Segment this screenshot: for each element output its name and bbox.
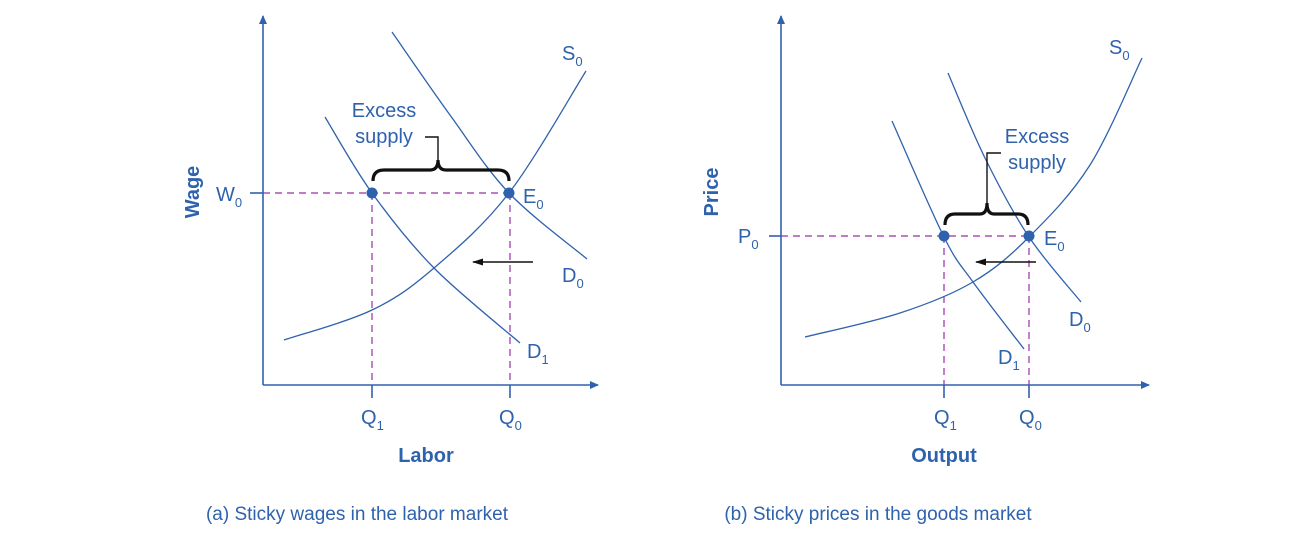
s0-label: S0 — [562, 43, 583, 69]
p0-sub: 0 — [751, 237, 758, 252]
d0-label: D0 — [562, 265, 584, 291]
d0-base: D — [562, 265, 576, 287]
q1-sub: 1 — [377, 418, 384, 433]
x-axis-title: Labor — [398, 445, 454, 467]
e0-sub: 0 — [536, 197, 543, 212]
e0-label: E0 — [1044, 228, 1065, 254]
s0-base: S — [1109, 37, 1122, 59]
q1-label: Q1 — [361, 407, 384, 433]
supply-curve-s0 — [283, 70, 587, 341]
q1-point — [938, 230, 950, 242]
q1-label: Q1 — [934, 407, 957, 433]
q1-sub: 1 — [950, 418, 957, 433]
q0-base: Q — [499, 407, 515, 429]
w0-label: W0 — [216, 184, 242, 210]
demand-curve-d0 — [391, 31, 588, 260]
d0-sub: 0 — [1083, 320, 1090, 335]
panel-b-caption: (b) Sticky prices in the goods market — [724, 504, 1032, 525]
demand-curve-d1 — [324, 116, 521, 344]
panel-a-caption: (a) Sticky wages in the labor market — [206, 504, 509, 525]
q0-base: Q — [1019, 407, 1035, 429]
e0-base: E — [523, 186, 536, 208]
d1-label: D1 — [527, 341, 549, 367]
supply-curve-s0 — [804, 57, 1143, 338]
e0-base: E — [1044, 228, 1057, 250]
p0-label: P0 — [738, 226, 759, 252]
y-axis-title: Price — [701, 168, 723, 217]
panel-a-labor-market: Excess supply W0 E0 S0 D0 D1 Q1 Q0 Labor… — [182, 15, 599, 525]
s0-base: S — [562, 43, 575, 65]
d1-sub: 1 — [1012, 358, 1019, 373]
e0-label: E0 — [523, 186, 544, 212]
excess-label-line1: Excess — [352, 100, 416, 122]
d1-base: D — [527, 341, 541, 363]
s0-label: S0 — [1109, 37, 1130, 63]
excess-label-line1: Excess — [1005, 126, 1069, 148]
q0-sub: 0 — [1035, 418, 1042, 433]
s0-sub: 0 — [575, 54, 582, 69]
demand-curve-d1 — [891, 120, 1025, 350]
e0-sub: 0 — [1057, 239, 1064, 254]
panel-b-goods-market: Excess supply P0 E0 S0 D0 D1 Q1 Q0 Outpu… — [701, 15, 1150, 525]
p0-base: P — [738, 226, 751, 248]
q1-base: Q — [934, 407, 950, 429]
d1-sub: 1 — [541, 352, 548, 367]
demand-curve-d0 — [947, 72, 1082, 303]
d0-label: D0 — [1069, 309, 1091, 335]
q0-sub: 0 — [515, 418, 522, 433]
w0-sub: 0 — [235, 195, 242, 210]
w0-base: W — [216, 184, 235, 206]
excess-label-line2: supply — [1008, 152, 1066, 174]
excess-supply-brace — [371, 159, 511, 182]
q1-base: Q — [361, 407, 377, 429]
equilibrium-point-e0 — [1023, 230, 1035, 242]
equilibrium-point-e0 — [503, 187, 515, 199]
d1-label: D1 — [998, 347, 1020, 373]
q0-label: Q0 — [1019, 407, 1042, 433]
d1-base: D — [998, 347, 1012, 369]
excess-label-line2: supply — [355, 126, 413, 148]
d0-base: D — [1069, 309, 1083, 331]
q1-point — [366, 187, 378, 199]
y-axis-title: Wage — [182, 166, 204, 219]
excess-supply-leader — [425, 136, 439, 160]
x-axis-title: Output — [911, 445, 977, 467]
d0-sub: 0 — [576, 276, 583, 291]
q0-label: Q0 — [499, 407, 522, 433]
excess-supply-brace — [943, 202, 1030, 226]
excess-supply-leader — [986, 152, 1001, 203]
s0-sub: 0 — [1122, 48, 1129, 63]
